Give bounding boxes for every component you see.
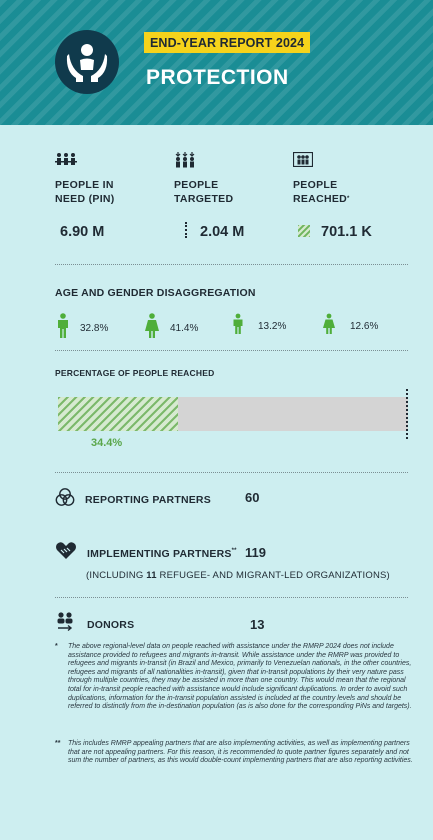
divider [55,597,408,598]
progress-percent-label: 34.4% [91,437,123,449]
age-gender-title: AGE AND GENDER DISAGGREGATION [55,287,256,299]
reached-block: PEOPLE REACHED* [292,151,403,206]
people-targeted-icon [174,152,284,168]
donors-row: DONORS [55,611,134,638]
reached-label: PEOPLE REACHED* [293,179,350,205]
footnote-2: ** This includes RMRP appealing partners… [55,740,413,765]
pin-block: PEOPLE IN NEED (PIN) [55,152,165,206]
donors-value: 13 [250,617,265,632]
targeted-label: PEOPLE TARGETED [174,179,234,205]
woman-icon [144,313,160,344]
pin-label: PEOPLE IN NEED (PIN) [55,179,115,205]
boy-icon [232,313,244,340]
implementing-partners-note: (INCLUDING 11 REFUGEE- AND MIGRANT-LED O… [86,570,390,581]
pin-value: 6.90 M [60,224,105,240]
handshake-heart-icon [55,541,77,566]
implementing-partners-row: IMPLEMENTING PARTNERS** [55,541,237,566]
donors-icon [55,611,77,638]
page-title: PROTECTION [146,66,289,89]
man-icon [56,313,70,344]
interlocking-circles-icon [55,487,75,512]
implementing-partners-value: 119 [245,545,266,560]
report-badge: END-YEAR REPORT 2024 [144,32,311,53]
age-item-women: 41.4% [144,313,198,344]
divider [55,264,408,265]
age-item-girls: 12.6% [322,313,378,340]
reached-section-title: PERCENTAGE OF PEOPLE REACHED [55,368,215,378]
people-group-icon [55,152,165,168]
reporting-partners-row: REPORTING PARTNERS [55,487,211,512]
header-banner: END-YEAR REPORT 2024 PROTECTION [0,0,433,125]
divider [55,350,408,351]
reached-value: 701.1 K [321,224,372,240]
progress-fill [58,397,178,431]
divider [55,472,408,473]
people-reached-icon [292,151,403,168]
reached-swatch-icon [291,218,317,244]
footnote-1: * The above regional-level data on peopl… [55,643,412,711]
targeted-block: PEOPLE TARGETED [174,152,284,206]
hands-holding-person-icon [55,30,119,94]
age-item-boys: 13.2% [232,313,286,340]
age-item-men: 32.8% [56,313,108,344]
reporting-partners-value: 60 [245,490,260,505]
targeted-divider [185,222,189,238]
girl-icon [322,313,336,340]
target-marker [406,389,408,439]
targeted-value: 2.04 M [200,224,245,240]
